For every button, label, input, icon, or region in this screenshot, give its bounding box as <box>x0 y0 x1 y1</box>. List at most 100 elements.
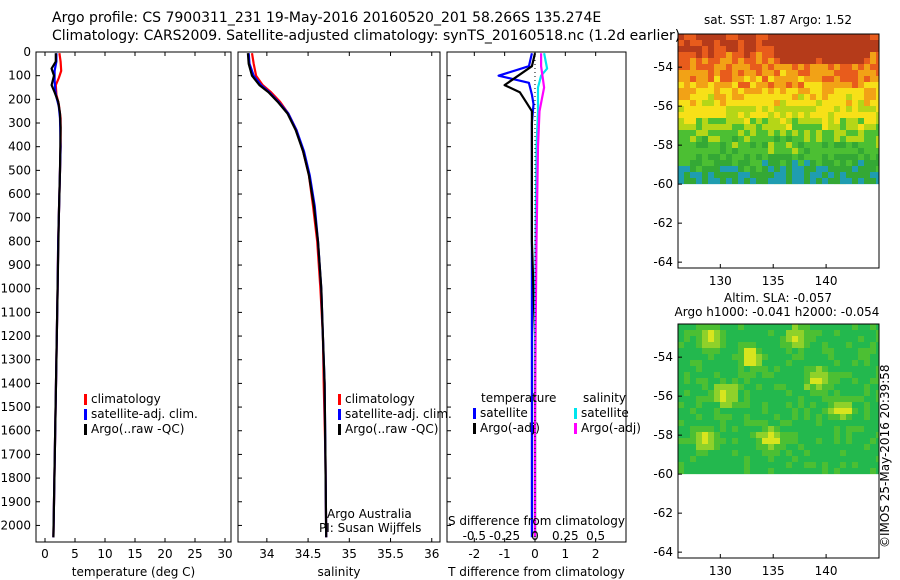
sla_map-cell <box>732 462 738 468</box>
sla_map-cell <box>858 366 864 372</box>
sla_map-cell <box>858 438 864 444</box>
difference-series-temperature-argo-adj- <box>503 52 537 538</box>
sla_map-cell <box>810 372 816 378</box>
sst_map-cell <box>834 142 840 148</box>
sst_map-cell <box>816 166 822 172</box>
sla_map-cell <box>780 330 786 336</box>
sla_map-cell <box>792 354 798 360</box>
sst_map-cell <box>744 34 750 40</box>
sst_map-cell <box>798 154 804 160</box>
sst_map-cell <box>804 142 810 148</box>
sst_map-cell <box>678 100 684 106</box>
sla_map-cell <box>714 330 720 336</box>
sla_map-cell <box>768 384 774 390</box>
sst_map-cell <box>804 118 810 124</box>
sla_map-cell <box>714 444 720 450</box>
sst_map-cell <box>762 160 768 166</box>
sst_map-cell <box>876 124 879 130</box>
sst_map-cell <box>726 88 732 94</box>
sst_map-cell <box>756 124 762 130</box>
sla_map-cell <box>816 390 822 396</box>
sla_map-cell <box>798 408 804 414</box>
sst_map-cell <box>714 130 720 136</box>
sst_map-cell <box>798 112 804 118</box>
sla_map-cell <box>864 336 870 342</box>
sst_map-cell <box>798 106 804 112</box>
sst_map-cell <box>798 88 804 94</box>
sla_map-cell <box>720 378 726 384</box>
sla_map-cell <box>690 396 696 402</box>
sst_map-cell <box>834 76 840 82</box>
sst_map-cell <box>864 88 870 94</box>
sla_map-cell <box>810 330 816 336</box>
sla_map-cell <box>738 468 744 474</box>
sla_map-cell <box>726 336 732 342</box>
sst_map-cell <box>696 34 702 40</box>
sla_map-cell <box>822 354 828 360</box>
sla_map-cell <box>846 324 852 330</box>
sla_map-cell <box>708 342 714 348</box>
sst_map-cell <box>846 118 852 124</box>
sst_map-cell <box>744 112 750 118</box>
sla_map-cell <box>780 336 786 342</box>
sla_map-cell <box>684 408 690 414</box>
sst_map-cell <box>750 82 756 88</box>
sst_map-cell <box>852 106 858 112</box>
sst_map-cell <box>780 88 786 94</box>
sst_map-cell <box>696 40 702 46</box>
sla_map-cell <box>852 348 858 354</box>
sst_map-cell <box>816 118 822 124</box>
sla_map-cell <box>678 438 684 444</box>
sst_map-cell <box>816 46 822 52</box>
sla_map-cell <box>780 462 786 468</box>
sla_map-cell <box>738 396 744 402</box>
sst_map-cell <box>768 124 774 130</box>
sst_map-cell <box>858 94 864 100</box>
sst_map-cell <box>744 154 750 160</box>
sla_map-cell <box>768 348 774 354</box>
salinity-xtick-label: 36 <box>424 547 439 561</box>
sla_map-cell <box>876 444 879 450</box>
sst_map-cell <box>714 112 720 118</box>
sla_map-cell <box>798 330 804 336</box>
sla_map-cell <box>822 348 828 354</box>
sst_map-cell <box>828 112 834 118</box>
sla_map-cell <box>822 366 828 372</box>
sla_map-cell <box>798 390 804 396</box>
sla_map-cell <box>738 408 744 414</box>
sst_map-cell <box>852 154 858 160</box>
sla_map-cell <box>840 384 846 390</box>
sla_map-cell <box>864 348 870 354</box>
sla_map-cell <box>762 330 768 336</box>
sla_map-cell <box>864 372 870 378</box>
sst_map-cell <box>702 82 708 88</box>
sla_map-cell <box>708 372 714 378</box>
sst_map-cell <box>744 70 750 76</box>
sst_map-cell <box>810 106 816 112</box>
sla_map-cell <box>720 336 726 342</box>
sla_map-cell <box>846 426 852 432</box>
sla_map-cell <box>696 438 702 444</box>
difference-s-tick-label: -0.25 <box>489 529 520 543</box>
sla_map-cell <box>696 414 702 420</box>
sst_map-cell <box>750 112 756 118</box>
sla_map-cell <box>684 366 690 372</box>
sla_map-cell <box>756 360 762 366</box>
sst_map-cell <box>876 172 879 178</box>
sla_map-cell <box>852 426 858 432</box>
sla_map-cell <box>774 372 780 378</box>
sla_map-cell <box>744 372 750 378</box>
sst_map-cell <box>840 178 846 184</box>
sst_map-cell <box>870 160 876 166</box>
sla_map-cell <box>876 360 879 366</box>
sla_map-cell <box>786 408 792 414</box>
sla_map-cell <box>804 342 810 348</box>
difference-legend-salinity-swatch <box>574 423 577 434</box>
sla_map-cell <box>840 366 846 372</box>
sla_map-cell <box>786 342 792 348</box>
sst_map-cell <box>756 160 762 166</box>
sst_map-cell <box>858 172 864 178</box>
sla_map-cell <box>756 336 762 342</box>
sst_map-cell <box>774 94 780 100</box>
sla_map-cell <box>834 468 840 474</box>
